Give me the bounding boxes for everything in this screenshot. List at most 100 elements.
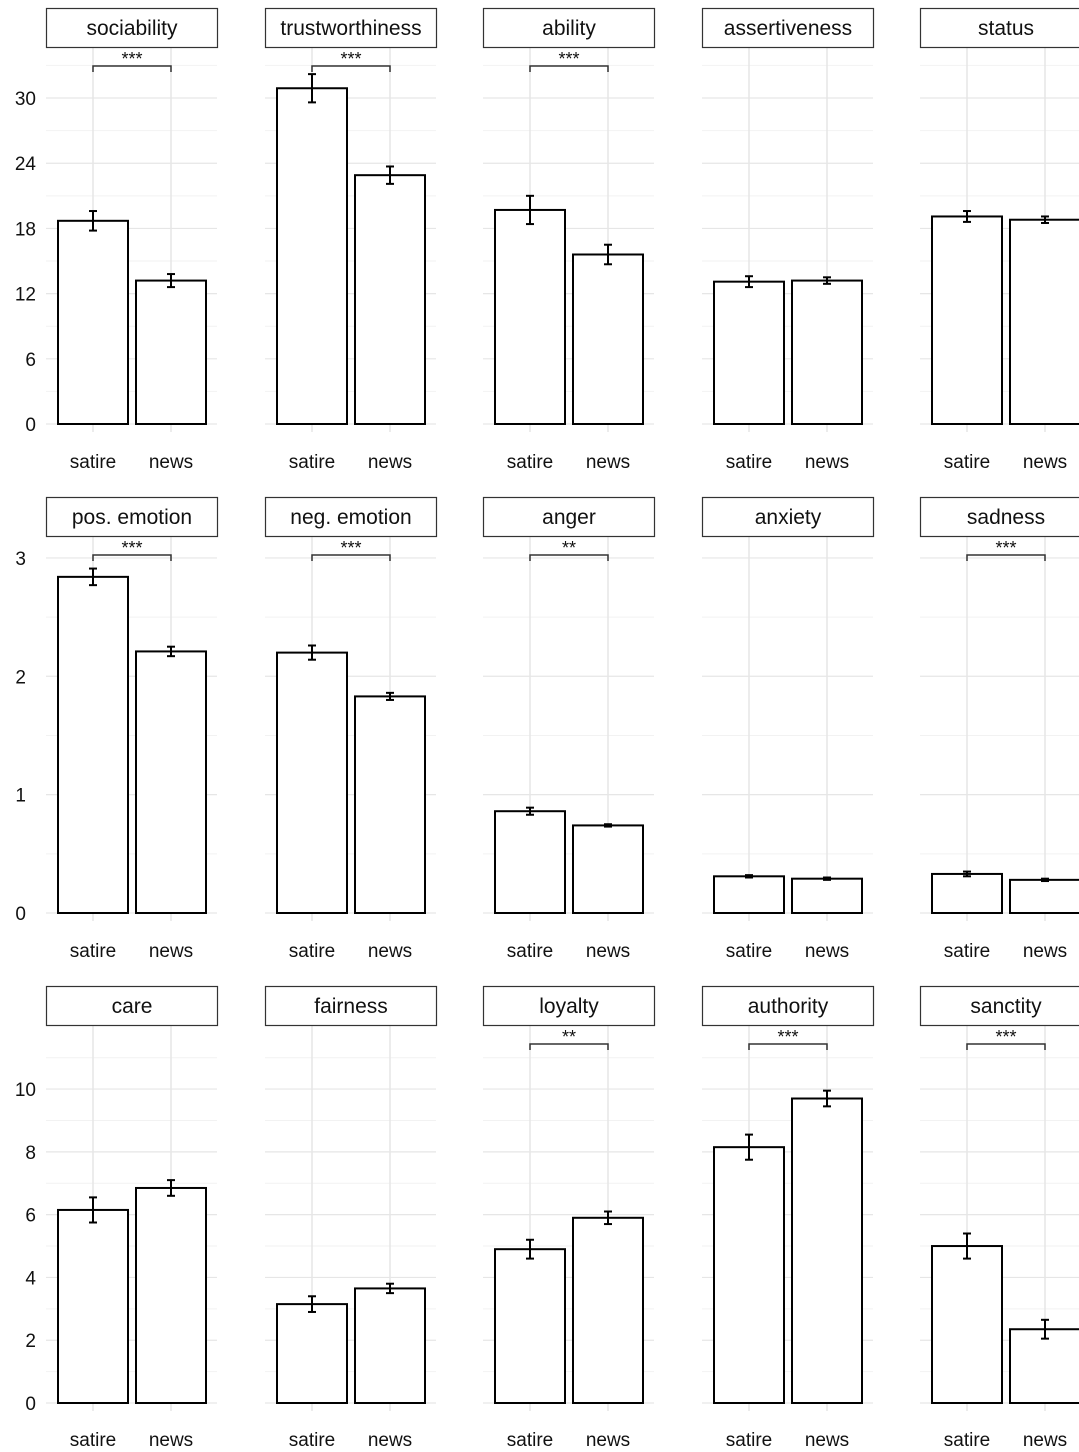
y-tick-label: 2 — [15, 667, 26, 688]
x-tick-label: news — [1023, 1430, 1067, 1451]
panel-assertiveness: assertiveness satire news — [701, 7, 875, 473]
significance-bracket — [92, 554, 172, 561]
significance-label: *** — [995, 538, 1016, 558]
panel-fairness: fairness satire news — [264, 985, 438, 1451]
x-tick-label: news — [805, 941, 849, 962]
significance-bracket — [748, 1043, 828, 1050]
significance-label: *** — [558, 49, 579, 69]
significance-label: *** — [995, 1027, 1016, 1047]
facet-title: sadness — [967, 506, 1045, 529]
significance-bracket — [529, 65, 609, 72]
significance-bracket — [529, 1043, 609, 1050]
bar-satire — [931, 1245, 1003, 1404]
panel-loyalty: loyalty ** satire news — [482, 985, 656, 1451]
bar-satire — [276, 87, 348, 426]
bar-satire — [494, 810, 566, 914]
x-tick-label: satire — [507, 452, 553, 473]
x-tick-label: news — [586, 941, 630, 962]
facet-strip — [482, 496, 656, 538]
x-tick-label: satire — [726, 452, 772, 473]
bar-news — [354, 1287, 426, 1405]
bar-satire — [57, 1208, 129, 1404]
x-tick-label: satire — [507, 941, 553, 962]
x-tick-label: satire — [289, 1430, 335, 1451]
y-tick-label: 4 — [25, 1268, 36, 1289]
facet-strip — [45, 985, 219, 1027]
bar-satire — [494, 208, 566, 425]
x-tick-label: news — [586, 1430, 630, 1451]
facet-title: pos. emotion — [72, 506, 192, 529]
y-tick-label: 24 — [15, 154, 37, 175]
bar-news — [1009, 218, 1079, 425]
facet-strip — [264, 496, 438, 538]
bar-news — [354, 174, 426, 425]
facet-title: assertiveness — [724, 17, 852, 40]
bar-news — [791, 1097, 863, 1405]
y-tick-label: 8 — [25, 1143, 36, 1164]
x-tick-label: news — [805, 1430, 849, 1451]
significance-bracket — [966, 554, 1046, 561]
facet-title: trustworthiness — [280, 17, 421, 40]
facet-strip — [919, 7, 1079, 49]
panel-anger: anger ** satire news — [482, 496, 656, 962]
x-tick-label: satire — [507, 1430, 553, 1451]
facet-strip — [45, 496, 219, 538]
facet-title: authority — [748, 995, 829, 1018]
y-tick-label: 3 — [15, 549, 26, 570]
bar-news — [354, 695, 426, 915]
panel-pos-emotion: pos. emotion *** satire news — [45, 496, 219, 962]
bar-news — [1009, 878, 1079, 914]
facet-strip — [919, 985, 1079, 1027]
x-tick-label: satire — [289, 452, 335, 473]
y-tick-label: 2 — [25, 1331, 36, 1352]
bar-satire — [713, 1146, 785, 1405]
significance-bracket — [92, 65, 172, 72]
x-tick-label: satire — [726, 1430, 772, 1451]
x-tick-label: news — [368, 452, 412, 473]
bar-satire — [713, 280, 785, 425]
x-tick-label: news — [1023, 941, 1067, 962]
facet-title: loyalty — [539, 995, 599, 1018]
bar-satire — [931, 872, 1003, 914]
facet-title: neg. emotion — [290, 506, 411, 529]
x-tick-label: satire — [70, 1430, 116, 1451]
x-tick-label: satire — [944, 1430, 990, 1451]
x-tick-label: news — [368, 941, 412, 962]
facet-strip — [45, 7, 219, 49]
significance-label: *** — [340, 49, 361, 69]
panel-neg-emotion: neg. emotion *** satire news — [264, 496, 438, 962]
x-tick-label: news — [149, 941, 193, 962]
y-tick-label: 6 — [25, 350, 36, 371]
y-tick-label: 6 — [25, 1206, 36, 1227]
significance-label: *** — [121, 49, 142, 69]
bar-news — [135, 1186, 207, 1405]
facet-strip — [701, 7, 875, 49]
facet-strip — [919, 496, 1079, 538]
facet-title: fairness — [314, 995, 388, 1018]
bar-news — [135, 650, 207, 915]
x-tick-label: satire — [70, 452, 116, 473]
significance-bracket — [529, 554, 609, 561]
panel-status: status satire news — [919, 7, 1079, 473]
y-tick-label: 12 — [15, 285, 36, 306]
facet-title: anxiety — [755, 506, 822, 529]
bar-satire — [494, 1248, 566, 1405]
bar-satire — [276, 1303, 348, 1405]
bar-satire — [276, 651, 348, 914]
x-tick-label: satire — [944, 941, 990, 962]
x-tick-label: news — [368, 1430, 412, 1451]
facet-strip — [264, 7, 438, 49]
y-tick-label: 1 — [15, 786, 26, 807]
x-tick-label: news — [149, 452, 193, 473]
panel-anxiety: anxiety satire news — [701, 496, 875, 962]
significance-label: *** — [777, 1027, 798, 1047]
facet-title: anger — [542, 506, 596, 529]
facet-title: sanctity — [970, 995, 1042, 1018]
x-tick-label: news — [1023, 452, 1067, 473]
y-tick-label: 10 — [15, 1080, 36, 1101]
bar-news — [572, 253, 644, 425]
facet-title: status — [978, 17, 1034, 40]
